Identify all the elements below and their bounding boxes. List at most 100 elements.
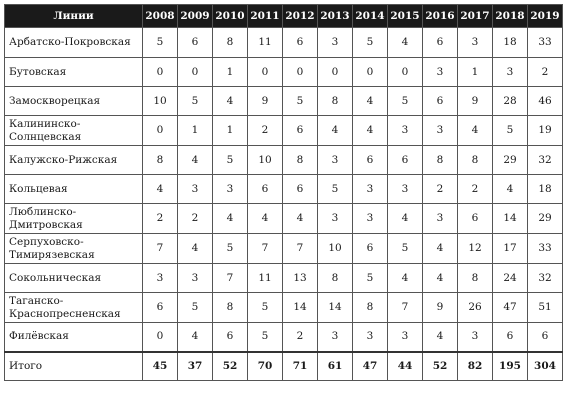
header-year: 2013 (317, 4, 353, 28)
year-value: 2 (247, 115, 283, 146)
year-value: 19 (527, 115, 563, 146)
year-value: 5 (212, 233, 248, 264)
year-value: 9 (422, 292, 458, 323)
total-value: 82 (457, 350, 493, 381)
table-row: Филёвская 0 4 6 5 2 3 3 3 4 3 6 6 (4, 322, 563, 352)
subway-lines-table: Линии 2008 2009 2010 2011 2012 2013 2014 2015 201… (4, 4, 563, 381)
table-row: Замоскворецкая 10 5 4 9 5 8 4 5 6 9 28 46 (4, 86, 563, 116)
year-value: 3 (352, 322, 388, 352)
year-value: 4 (142, 174, 178, 204)
year-value: 17 (492, 233, 528, 264)
year-value: 29 (527, 203, 563, 234)
year-value: 9 (457, 86, 493, 116)
year-value: 6 (282, 27, 318, 58)
year-value: 4 (177, 322, 213, 352)
year-value: 6 (422, 86, 458, 116)
year-value: 2 (142, 203, 178, 234)
total-value: 70 (247, 350, 283, 381)
year-value: 4 (457, 115, 493, 146)
year-value: 1 (212, 115, 248, 146)
year-value: 9 (247, 86, 283, 116)
year-value: 8 (457, 145, 493, 175)
year-value: 3 (457, 322, 493, 352)
header-year: 2011 (247, 4, 283, 28)
year-value: 46 (527, 86, 563, 116)
header-year: 2009 (177, 4, 213, 28)
year-value: 7 (142, 233, 178, 264)
year-value: 6 (212, 322, 248, 352)
year-value: 6 (457, 203, 493, 234)
year-value: 32 (527, 263, 563, 293)
year-value: 4 (422, 233, 458, 264)
year-value: 3 (317, 27, 353, 58)
year-value: 3 (317, 203, 353, 234)
table-body: Арбатско-Покровская 5 6 8 11 6 3 5 4 6 3 18 33 Бутовс… (4, 27, 563, 381)
year-value: 5 (247, 322, 283, 352)
header-year: 2015 (387, 4, 423, 28)
year-value: 7 (387, 292, 423, 323)
table-row: Серпуховско-Тимирязевская 7 4 5 7 7 10 6 5 4 12 17 3… (4, 233, 563, 264)
year-value: 8 (212, 27, 248, 58)
year-value: 33 (527, 27, 563, 58)
header-year: 2010 (212, 4, 248, 28)
year-value: 5 (177, 292, 213, 323)
year-value: 7 (212, 263, 248, 293)
year-value: 6 (352, 145, 388, 175)
year-value: 33 (527, 233, 563, 264)
total-value: 71 (282, 350, 318, 381)
table-row: Арбатско-Покровская 5 6 8 11 6 3 5 4 6 3 18 33 (4, 27, 563, 58)
year-value: 51 (527, 292, 563, 323)
year-value: 6 (527, 322, 563, 352)
total-value: 47 (352, 350, 388, 381)
year-value: 6 (352, 233, 388, 264)
year-value: 29 (492, 145, 528, 175)
table-row: Калининско-Солнцевская 0 1 1 2 6 4 4 3 3 4 5 19 (4, 115, 563, 146)
header-year: 2014 (352, 4, 388, 28)
table-header: Линии 2008 2009 2010 2011 2012 2013 2014 2015 201… (4, 4, 563, 28)
year-value: 3 (212, 174, 248, 204)
year-value: 3 (352, 174, 388, 204)
year-value: 4 (247, 203, 283, 234)
year-value: 8 (457, 263, 493, 293)
year-value: 6 (387, 145, 423, 175)
table-row: Таганско-Краснопресненская 6 5 8 5 14 14 8 7 9 26 4… (4, 292, 563, 323)
year-value: 7 (247, 233, 283, 264)
line-name: Калужско-Рижская (4, 145, 143, 175)
year-value: 7 (282, 233, 318, 264)
year-value: 0 (387, 57, 423, 87)
year-value: 4 (387, 203, 423, 234)
year-value: 8 (317, 263, 353, 293)
header-year: 2008 (142, 4, 178, 28)
year-value: 5 (282, 86, 318, 116)
year-value: 8 (317, 86, 353, 116)
year-value: 32 (527, 145, 563, 175)
year-value: 11 (247, 27, 283, 58)
year-value: 5 (352, 263, 388, 293)
year-value: 2 (422, 174, 458, 204)
year-value: 3 (352, 203, 388, 234)
year-value: 2 (282, 322, 318, 352)
year-value: 4 (492, 174, 528, 204)
year-value: 26 (457, 292, 493, 323)
line-name: Филёвская (4, 322, 143, 352)
line-name: Кольцевая (4, 174, 143, 204)
table-row: Бутовская 0 0 1 0 0 0 0 0 3 1 3 2 (4, 57, 563, 87)
year-value: 28 (492, 86, 528, 116)
total-value: 52 (422, 350, 458, 381)
year-value: 6 (247, 174, 283, 204)
total-value: 37 (177, 350, 213, 381)
year-value: 8 (282, 145, 318, 175)
total-value: 304 (527, 350, 563, 381)
header-year: 2012 (282, 4, 318, 28)
year-value: 8 (352, 292, 388, 323)
year-value: 0 (142, 322, 178, 352)
year-value: 18 (492, 27, 528, 58)
year-value: 5 (352, 27, 388, 58)
year-value: 3 (457, 27, 493, 58)
year-value: 13 (282, 263, 318, 293)
total-value: 44 (387, 350, 423, 381)
year-value: 3 (317, 322, 353, 352)
year-value: 4 (317, 115, 353, 146)
year-value: 5 (317, 174, 353, 204)
total-value: 195 (492, 350, 528, 381)
